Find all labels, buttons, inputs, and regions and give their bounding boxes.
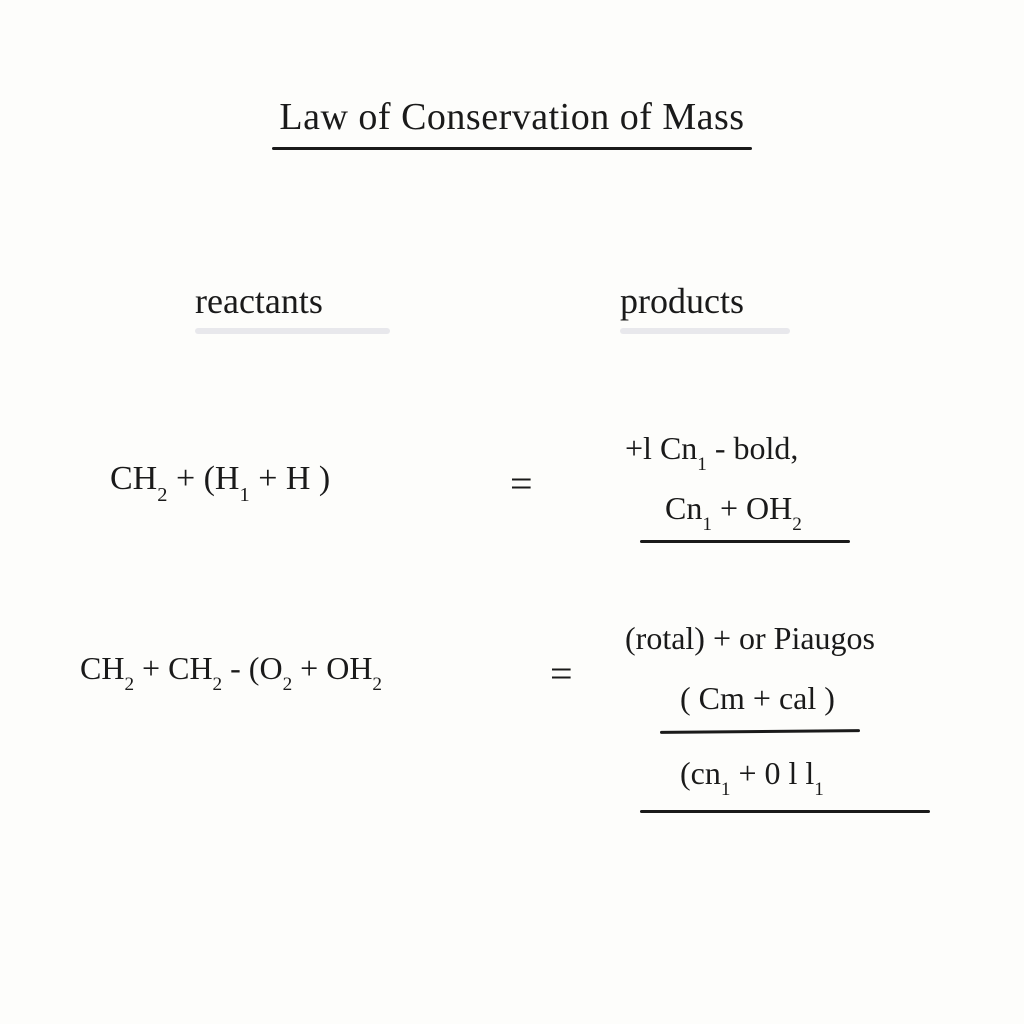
- products-underline: [620, 328, 790, 334]
- page-title: Law of Conservation of Mass: [272, 95, 752, 139]
- eq2-products-underline1: [660, 729, 860, 734]
- eq2-reactants: CH2 + CH2 - (O2 + OH2: [80, 650, 382, 692]
- eq1-equals-sign: =: [510, 460, 533, 507]
- eq2-equals-sign: =: [550, 650, 573, 697]
- eq1-reactants: CH2 + (H1 + H ): [110, 460, 330, 503]
- eq1-products-line1: +l Cn1 - bold,: [625, 430, 798, 472]
- reactants-underline: [195, 328, 390, 334]
- products-heading: products: [620, 280, 744, 322]
- eq1-products-underline: [640, 540, 850, 543]
- eq2-products-line1: (rotal) + or Piaugos: [625, 620, 875, 657]
- eq2-products-line3: (cn1 + 0 l l1: [680, 755, 824, 797]
- eq2-products-underline2: [640, 810, 930, 813]
- title-underline: [272, 147, 752, 150]
- eq2-products-line2: ( Cm + cal ): [680, 680, 835, 717]
- reactants-heading: reactants: [195, 280, 323, 322]
- eq1-products-line2: Cn1 + OH2: [665, 490, 802, 532]
- title-block: Law of Conservation of Mass: [272, 95, 752, 150]
